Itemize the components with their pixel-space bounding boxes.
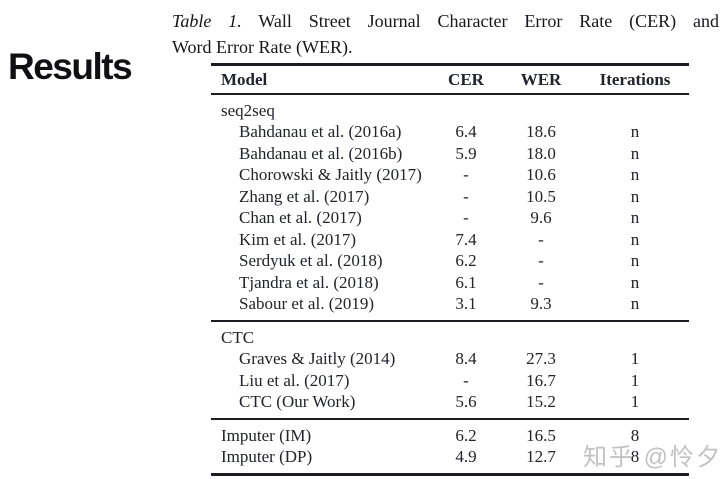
cer-cell: 5.9 [455,143,477,163]
iterations-cell: n [630,122,640,142]
table-row: Sabour et al. (2019) 3.1 9.3 n [211,294,689,316]
iterations-cell: 1 [630,370,640,390]
table-row: Tjandra et al. (2018) 6.1 - n [211,272,689,294]
table-section: seq2seq Bahdanau et al. (2016a) 6.4 18.6 n Ba… [211,95,689,322]
table-caption: Table 1. Wall Street Journal Character E… [172,8,719,60]
group-header-row: CTC [211,327,689,349]
model-cell: Imputer (DP) [221,447,313,467]
table-row: Zhang et al. (2017) - 10.5 n [211,186,689,208]
table-row: Graves & Jaitly (2014) 8.4 27.3 1 [211,349,689,371]
cer-cell: 6.1 [455,272,477,292]
iterations-cell: n [630,165,640,185]
iterations-cell: n [630,143,640,163]
cer-cell: 5.6 [455,392,477,412]
table-row: Chorowski & Jaitly (2017) - 10.6 n [211,165,689,187]
wer-cell: 12.7 [526,447,556,467]
table-section: CTC Graves & Jaitly (2014) 8.4 27.3 1 Liu et … [211,322,689,420]
cer-cell: 7.4 [455,229,477,249]
model-cell: Liu et al. (2017) [239,370,350,390]
table-section: Imputer (IM) 6.2 16.5 8 Imputer (DP) 4.9 12.7 8 [211,420,689,473]
header-model: Model [221,69,268,89]
table-row: Bahdanau et al. (2016a) 6.4 18.6 n [211,122,689,144]
wer-cell: 9.6 [530,208,552,228]
results-table: Model CER WER Iterations seq2seq Bahdanau… [211,63,689,476]
model-cell: CTC (Our Work) [239,392,356,412]
iterations-cell: n [630,251,640,271]
table-header-row: Model CER WER Iterations [211,66,689,95]
cer-cell: 3.1 [455,294,477,314]
wer-cell: 16.7 [526,370,556,390]
iterations-cell: 1 [630,392,640,412]
table-figure: Table 1. Wall Street Journal Character E… [172,8,719,476]
wer-cell: 15.2 [526,392,556,412]
cer-cell: - [463,165,469,185]
cer-cell: 6.4 [455,122,477,142]
cer-cell: 4.9 [455,447,477,467]
cer-cell: - [463,370,469,390]
table-row: Bahdanau et al. (2016b) 5.9 18.0 n [211,143,689,165]
wer-cell: 18.6 [526,122,556,142]
wer-cell: - [538,251,544,271]
wer-cell: 9.3 [530,294,552,314]
section-heading: Results [8,46,133,87]
wer-cell: 10.5 [526,186,556,206]
wer-cell: 16.5 [526,425,556,445]
wer-cell: 10.6 [526,165,556,185]
caption-label: Table 1. [172,11,242,31]
header-wer: WER [520,69,562,89]
table-row: Chan et al. (2017) - 9.6 n [211,208,689,230]
table-row: Imputer (DP) 4.9 12.7 8 [211,447,689,469]
header-iterations: Iterations [599,69,671,89]
group-header-row: seq2seq [211,100,689,122]
table-row: Imputer (IM) 6.2 16.5 8 [211,425,689,447]
wer-cell: - [538,229,544,249]
cer-cell: - [463,186,469,206]
iterations-cell: 8 [630,425,640,445]
iterations-cell: 8 [630,447,640,467]
model-cell: Imputer (IM) [221,425,312,445]
iterations-cell: 1 [630,349,640,369]
model-cell: Bahdanau et al. (2016b) [239,143,403,163]
iterations-cell: n [630,294,640,314]
model-cell: Chan et al. (2017) [239,208,362,228]
model-cell: Graves & Jaitly (2014) [239,349,396,369]
iterations-cell: n [630,186,640,206]
caption-line-1: Table 1. Wall Street Journal Character E… [172,8,719,34]
group-label: seq2seq [221,100,275,120]
model-cell: Serdyuk et al. (2018) [239,251,383,271]
wer-cell: 18.0 [526,143,556,163]
group-label: CTC [221,327,255,347]
iterations-cell: n [630,229,640,249]
model-cell: Zhang et al. (2017) [239,186,370,206]
table-row: Liu et al. (2017) - 16.7 1 [211,370,689,392]
cer-cell: 8.4 [455,349,477,369]
table-row: Serdyuk et al. (2018) 6.2 - n [211,251,689,273]
cer-cell: 6.2 [455,425,477,445]
model-cell: Tjandra et al. (2018) [239,272,379,292]
model-cell: Sabour et al. (2019) [239,294,375,314]
wer-cell: - [538,272,544,292]
iterations-cell: n [630,208,640,228]
caption-line-2: Word Error Rate (WER). [172,37,353,57]
table-row: Kim et al. (2017) 7.4 - n [211,229,689,251]
model-cell: Chorowski & Jaitly (2017) [239,165,422,185]
cer-cell: 6.2 [455,251,477,271]
cer-cell: - [463,208,469,228]
table-row: CTC (Our Work) 5.6 15.2 1 [211,392,689,414]
model-cell: Kim et al. (2017) [239,229,357,249]
wer-cell: 27.3 [526,349,556,369]
results-table-body: seq2seq Bahdanau et al. (2016a) 6.4 18.6 n Ba… [211,95,689,473]
caption-text: Wall Street Journal Character Error Rate… [258,11,719,31]
iterations-cell: n [630,272,640,292]
header-cer: CER [448,69,484,89]
model-cell: Bahdanau et al. (2016a) [239,122,402,142]
